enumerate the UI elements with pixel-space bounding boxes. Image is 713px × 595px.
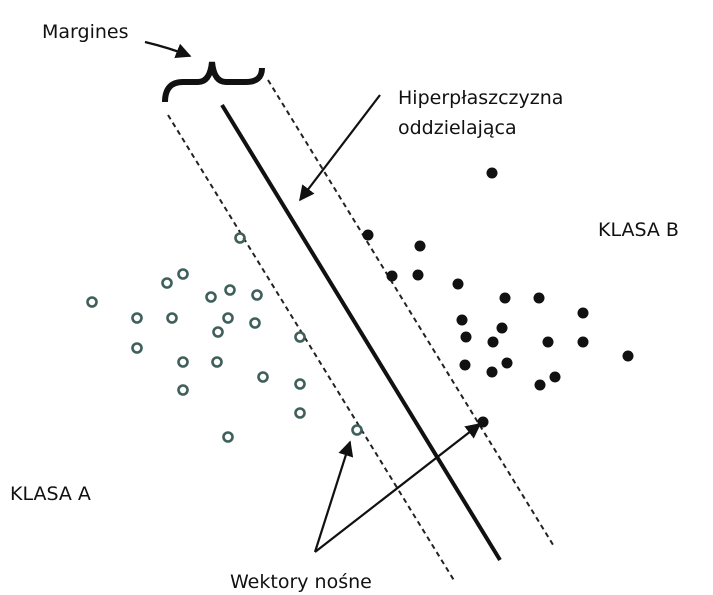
support-vectors-label: Wektory nośne [230, 571, 372, 593]
margin-label: Margines [42, 21, 128, 43]
class-a-points [86, 232, 363, 443]
class-a-label: KLASA A [10, 483, 91, 505]
margin-line-left [167, 114, 456, 583]
support-vector-arrow [314, 423, 482, 553]
brace [162, 61, 265, 103]
support-vector-arrow [313, 440, 354, 553]
hyperplane-line [220, 103, 502, 562]
hyperplane-arrow [299, 94, 381, 202]
class-b-label: KLASA B [598, 219, 679, 241]
margin-arrow [144, 40, 192, 59]
class-b-points [362, 167, 634, 428]
hyperplane-label: Hiperpłaszczyzna [398, 87, 563, 109]
hyperplane-label: oddzielająca [398, 117, 517, 139]
margin-line-right [267, 79, 556, 549]
